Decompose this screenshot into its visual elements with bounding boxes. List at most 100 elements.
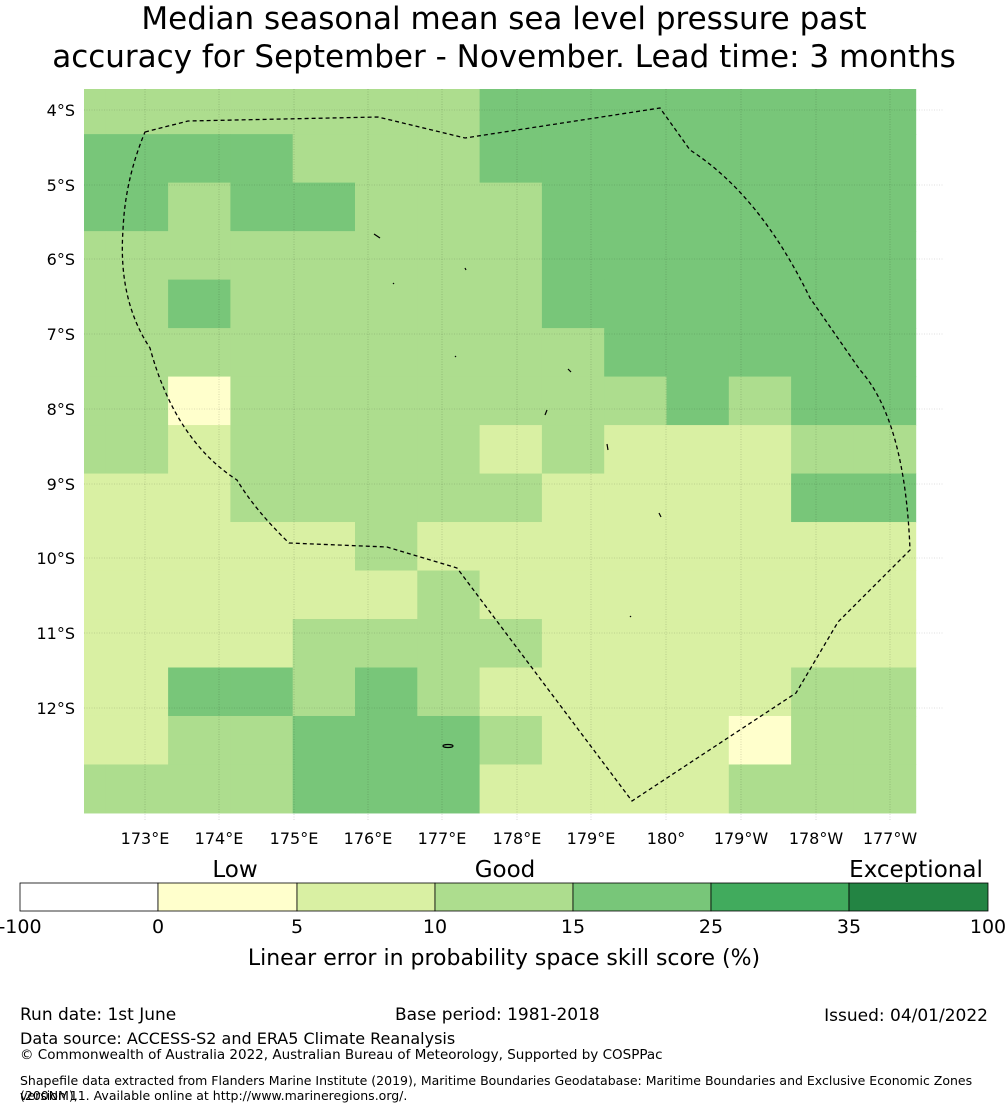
grid-cell <box>168 279 231 329</box>
grid-cell <box>230 764 294 814</box>
grid-cell <box>84 279 107 329</box>
grid-cell <box>84 570 107 620</box>
grid-cell <box>355 473 418 523</box>
grid-cell <box>105 619 169 668</box>
grid-cell <box>666 279 730 329</box>
grid-cell <box>168 89 231 135</box>
grid-cell <box>105 715 169 765</box>
grid-cell <box>230 667 294 717</box>
grid-cell <box>105 89 169 135</box>
grid-cell <box>791 231 854 281</box>
grid-cell <box>791 522 854 572</box>
grid-cell <box>479 570 543 620</box>
colorbar-swatch <box>296 882 436 912</box>
colorbar-tick-label: 10 <box>423 916 447 938</box>
grid-cell <box>604 134 667 184</box>
lat-lon-gridlines <box>84 89 944 821</box>
grid-cell <box>84 328 107 378</box>
grid-cell <box>292 231 356 281</box>
category-label-low: Low <box>212 857 257 883</box>
grid-cell <box>479 764 543 814</box>
longitude-tick-label: 175°E <box>270 829 319 848</box>
grid-cell <box>479 376 543 426</box>
grid-cell <box>728 182 792 232</box>
colorbar-tick-label: 25 <box>699 916 723 938</box>
grid-cell <box>853 134 917 184</box>
colorbar-swatch <box>572 882 712 912</box>
grid-cell <box>230 231 294 281</box>
island <box>629 615 632 618</box>
grid-cell <box>292 473 356 523</box>
grid-cell <box>84 89 107 135</box>
latitude-tick-label: 7°S <box>47 325 75 344</box>
grid-cell <box>355 231 418 281</box>
colorbar-tick-label: 5 <box>291 916 303 938</box>
grid-cell <box>355 715 418 765</box>
grid-cell <box>541 715 605 765</box>
island <box>658 512 662 518</box>
grid-cell <box>728 134 792 184</box>
grid-cell <box>479 425 543 475</box>
colorbar-swatch <box>434 882 574 912</box>
grid-cell <box>853 473 917 523</box>
grid-cell <box>541 473 605 523</box>
grid-cell <box>791 182 854 232</box>
grid-cell <box>604 328 667 378</box>
colorbar-swatches <box>19 882 989 912</box>
island <box>392 282 395 285</box>
map-title: Median seasonal mean sea level pressure … <box>0 0 1008 76</box>
grid-cell <box>230 522 294 572</box>
grid-cell <box>230 473 294 523</box>
grid-cell <box>230 425 294 475</box>
grid-cell <box>417 89 481 135</box>
grid-cell <box>417 279 481 329</box>
eez-boundary <box>121 107 911 802</box>
latitude-tick-label: 11°S <box>36 624 75 643</box>
grid-cell <box>84 425 107 475</box>
grid-cell <box>728 715 792 765</box>
grid-cell <box>105 134 169 184</box>
title-line-2: accuracy for September - November. Lead … <box>52 39 956 75</box>
grid-cell <box>541 89 605 135</box>
grid-cell <box>292 570 356 620</box>
longitude-tick-label: 177°E <box>418 829 467 848</box>
grid-cell <box>292 522 356 572</box>
grid-cell <box>728 764 792 814</box>
grid-cell <box>666 715 730 765</box>
grid-cell <box>853 764 917 814</box>
grid-cell <box>417 328 481 378</box>
grid-cell <box>355 667 418 717</box>
grid-cell <box>292 619 356 668</box>
island <box>464 267 467 271</box>
grid-cell <box>541 667 605 717</box>
grid-cell <box>853 182 917 232</box>
grid-cell <box>666 570 730 620</box>
grid-cell <box>479 522 543 572</box>
grid-cell <box>84 134 107 184</box>
grid-cell <box>728 473 792 523</box>
grid-cell <box>479 231 543 281</box>
grid-cell <box>355 89 418 135</box>
grid-cell <box>230 328 294 378</box>
grid-cell <box>728 425 792 475</box>
grid-cell <box>728 376 792 426</box>
longitude-tick-label: 177°W <box>863 829 918 848</box>
grid-cell <box>105 667 169 717</box>
longitude-tick-label: 179°E <box>567 829 616 848</box>
grid-cell <box>791 715 854 765</box>
grid-cell <box>604 764 667 814</box>
grid-cell <box>168 619 231 668</box>
grid-cell <box>417 473 481 523</box>
latitude-tick-label: 8°S <box>47 400 75 419</box>
latitude-tick-label: 12°S <box>36 699 75 718</box>
grid-cell <box>417 376 481 426</box>
grid-cell <box>84 667 107 717</box>
grid-cell <box>292 425 356 475</box>
skill-grid <box>84 89 917 814</box>
grid-cell <box>604 715 667 765</box>
grid-cell <box>168 570 231 620</box>
issued-date: Issued: 04/01/2022 <box>824 1006 988 1026</box>
latitude-tick-label: 9°S <box>47 475 75 494</box>
grid-cell <box>292 667 356 717</box>
grid-cell <box>728 667 792 717</box>
